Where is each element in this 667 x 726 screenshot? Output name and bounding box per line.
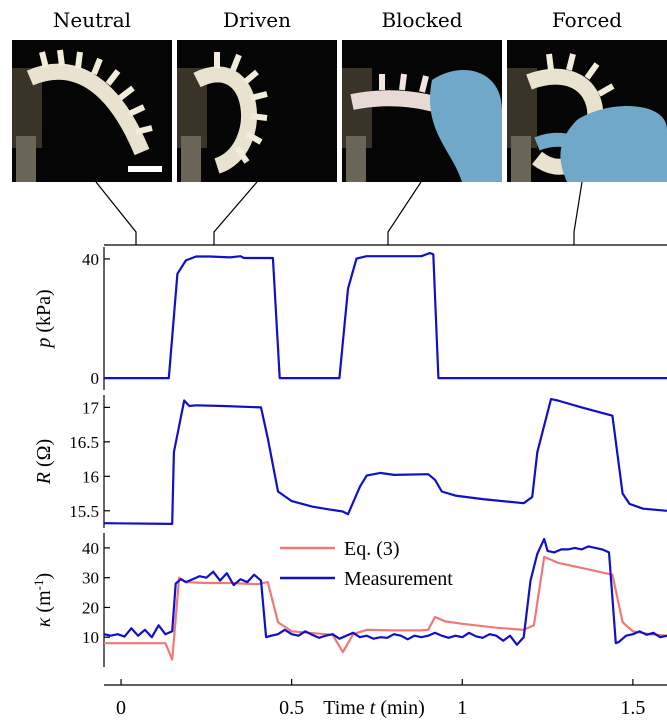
curvature-panel: 10 20 30 40 κ (m-1) 0 0.5 1 1.5 Time t (min) Eq. (… (31, 533, 667, 719)
pressure-ytick-label: 0 (91, 369, 100, 388)
resistance-ytick-label: 16 (82, 467, 99, 486)
actuator-forced-image (507, 40, 667, 182)
connector-lines (95, 181, 583, 245)
resistance-ylabel: R (Ω) (33, 439, 55, 485)
photo-blocked (342, 40, 502, 182)
resistance-ytick-label: 15.5 (69, 502, 99, 521)
resistance-ytick-label: 17 (82, 398, 100, 417)
resistance-panel: 15.5 16 16.5 17 R (Ω) (33, 395, 667, 528)
legend: Eq. (3) Measurement (280, 538, 453, 590)
legend-label: Eq. (3) (344, 538, 400, 560)
curvature-series-measurement (103, 537, 667, 646)
pressure-series-line (104, 251, 667, 380)
x-axis-label: Time t (min) (323, 697, 425, 719)
connector-driven (213, 181, 258, 245)
resistance-ytick-label: 16.5 (69, 433, 99, 452)
photo-neutral (12, 40, 172, 182)
panel-label-neutral: Neutral (52, 8, 132, 32)
curvature-ytick-label: 20 (82, 598, 99, 617)
photo-forced (507, 40, 667, 182)
panel-label-blocked: Blocked (381, 8, 463, 32)
pressure-ylabel: p (kPa) (33, 289, 55, 349)
curvature-ytick-label: 30 (82, 569, 99, 588)
panel-label-driven: Driven (222, 8, 291, 32)
xtick-label: 0.5 (279, 697, 304, 719)
curvature-series-eq-3- (104, 555, 667, 661)
photo-driven (177, 40, 337, 182)
panel-label-forced: Forced (551, 8, 623, 32)
resistance-series-line (103, 398, 667, 526)
actuator-neutral-image (12, 40, 172, 182)
connector-blocked (387, 181, 422, 245)
legend-label: Measurement (344, 568, 453, 590)
connector-forced (573, 181, 583, 245)
curvature-ytick-label: 40 (82, 539, 99, 558)
curvature-ylabel: κ (m-1) (31, 573, 56, 627)
pressure-panel: 0 40 p (kPa) (33, 247, 667, 390)
xtick-label: 0 (116, 697, 126, 719)
actuator-blocked-image (342, 40, 502, 182)
xtick-label: 1.5 (620, 697, 645, 719)
connector-neutral (95, 181, 137, 245)
pressure-ytick-label: 40 (82, 250, 99, 269)
actuator-driven-image (177, 40, 337, 182)
xtick-label: 1 (457, 697, 467, 719)
curvature-ytick-label: 10 (82, 628, 99, 647)
